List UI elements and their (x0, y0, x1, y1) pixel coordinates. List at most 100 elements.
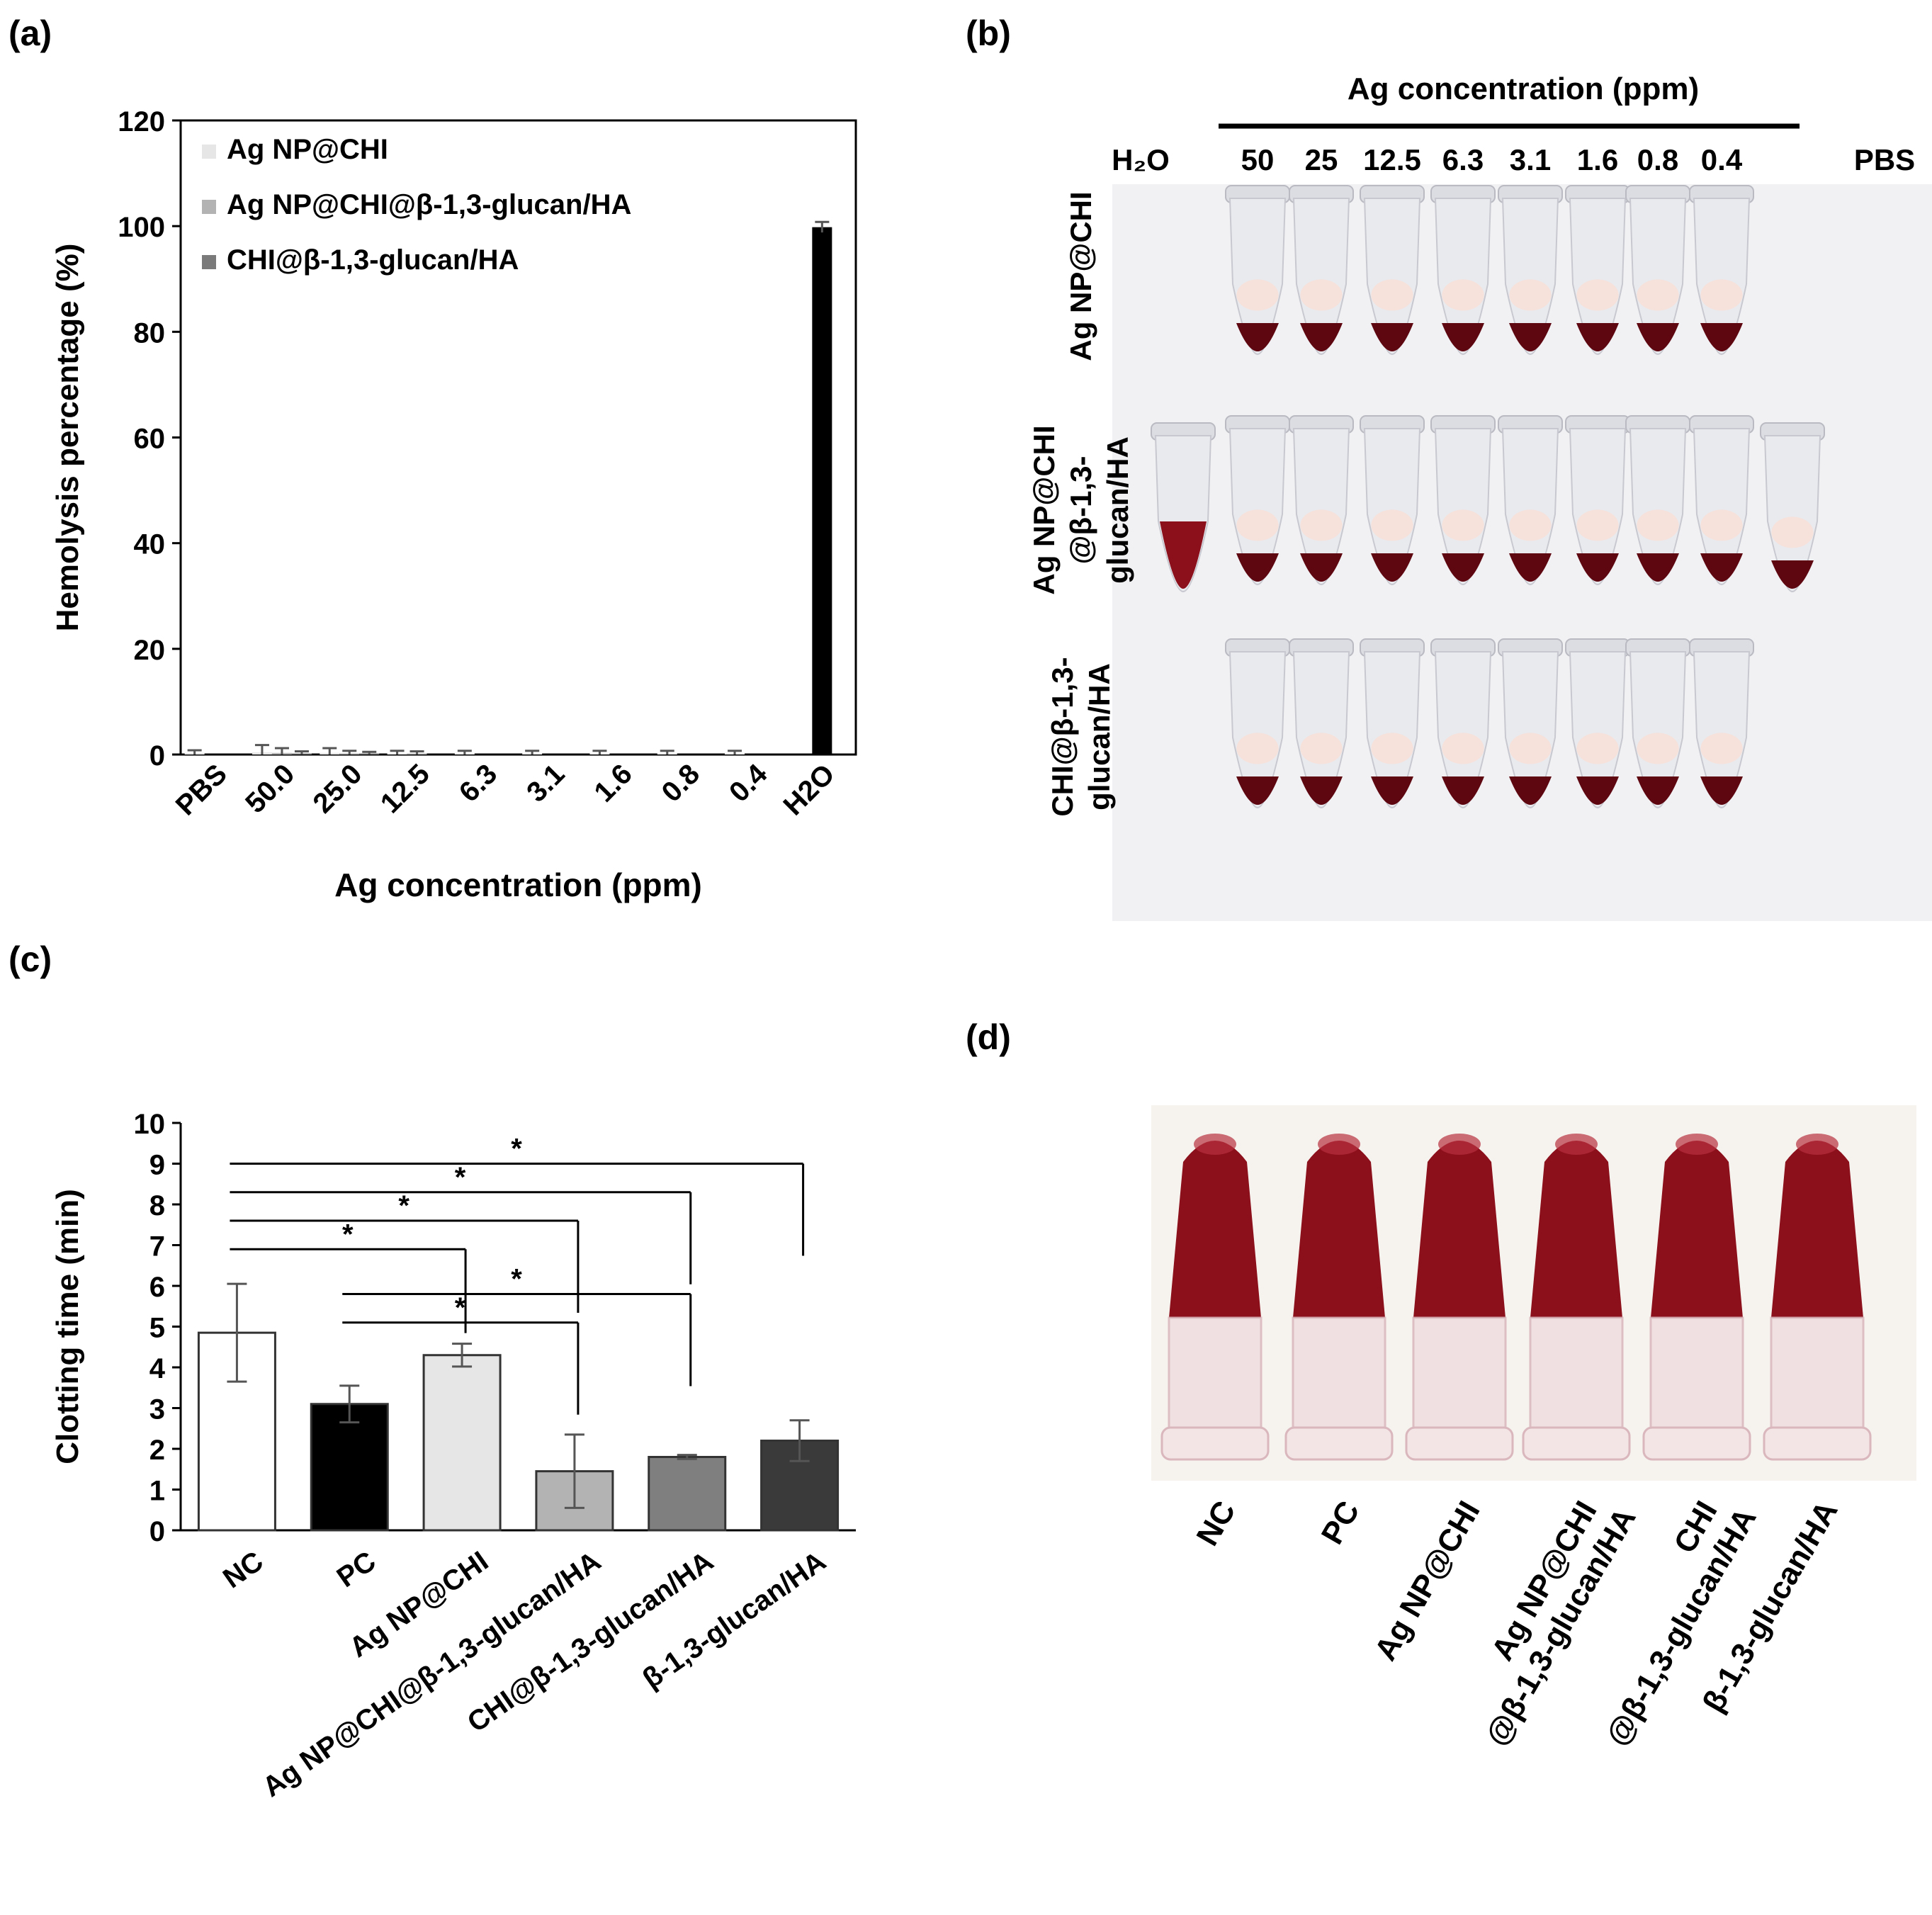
photo-header: Ag concentration (ppm) (1348, 72, 1699, 106)
tube-cap (1642, 1426, 1751, 1461)
tube-label: PC (1315, 1496, 1367, 1550)
rbc-pellet (1236, 553, 1279, 582)
rbc-pellet (1576, 776, 1619, 805)
blood-clot (1413, 1141, 1506, 1318)
row-label: CHI@β-1,3- (1046, 657, 1079, 816)
supernatant-glow (1300, 509, 1343, 541)
panel-label-c: (c) (9, 939, 52, 979)
supernatant-glow (1700, 733, 1743, 764)
y-tick-label: 3 (149, 1394, 165, 1425)
supernatant-glow (1509, 733, 1552, 764)
tube (1360, 185, 1425, 356)
y-tick-label: 2 (149, 1435, 165, 1466)
rbc-pellet (1637, 323, 1679, 351)
tube-body (1501, 428, 1559, 586)
supernatant-glow (1700, 279, 1743, 311)
rbc-pellet (1442, 776, 1484, 805)
rbc-pellet (1371, 776, 1413, 805)
rbc-pellet (1442, 323, 1484, 351)
x-tick-label: β-1,3-glucan/HA (637, 1545, 832, 1695)
tube (1430, 415, 1496, 586)
inverted-tube (1160, 1134, 1270, 1461)
y-tick-label: 4 (149, 1353, 166, 1384)
y-tick-label: 100 (118, 212, 165, 243)
tube (1760, 422, 1825, 593)
x-tick-label: 50.0 (239, 758, 300, 819)
x-tick-label: 25.0 (307, 758, 368, 819)
highlight (1438, 1134, 1481, 1155)
significance-star: * (455, 1292, 466, 1323)
supernatant-glow (1371, 509, 1413, 541)
tube-label: NC (1190, 1496, 1242, 1552)
tube (1689, 185, 1754, 356)
rbc-pellet (1509, 776, 1552, 805)
bar (422, 1354, 502, 1532)
supernatant-glow (1371, 279, 1413, 311)
inverted-tube (1763, 1134, 1872, 1461)
inverted-tube (1642, 1134, 1751, 1461)
tube-body (1569, 651, 1627, 809)
panel-label-a: (a) (9, 13, 52, 53)
supernatant-glow (1300, 279, 1343, 311)
rbc-pellet (1576, 323, 1619, 351)
tube (1498, 185, 1563, 356)
tube-body (1363, 428, 1421, 586)
tube (1498, 638, 1563, 809)
rbc-pellet (1236, 323, 1279, 351)
concentration-label: 0.4 (1701, 143, 1743, 176)
rbc-pellet (1509, 323, 1552, 351)
hemolysis-tubes-photo: Ag concentration (ppm) H₂O PBS 50 25 12.5 6.3 3… (1027, 72, 1932, 921)
y-tick-label: 0 (149, 1516, 165, 1547)
x-tick-label: 3.1 (521, 758, 570, 808)
tube-body (1763, 435, 1821, 593)
bar (648, 1456, 727, 1532)
concentration-label: 1.6 (1577, 143, 1618, 176)
significance-star: * (511, 1134, 522, 1165)
tube (1151, 422, 1216, 593)
y-tick-label: 1 (149, 1476, 165, 1507)
row-label: glucan/HA (1083, 663, 1116, 810)
y-axis-label: Hemolysis percentage (%) (50, 244, 85, 632)
supernatant-glow (1576, 509, 1619, 541)
row-label: @β-1,3- (1064, 456, 1097, 565)
tube-body (1529, 1316, 1624, 1433)
blood-clot (1771, 1141, 1863, 1318)
tube (1625, 185, 1690, 356)
supernatant-glow (1442, 279, 1484, 311)
supernatant-glow (1509, 509, 1552, 541)
supernatant-glow (1509, 279, 1552, 311)
tube-body (1228, 198, 1287, 356)
tube-body (1292, 198, 1350, 356)
tube (1565, 185, 1630, 356)
row-label: glucan/HA (1101, 436, 1134, 584)
significance-star: * (511, 1264, 522, 1295)
supernatant-glow (1637, 733, 1679, 764)
rbc-pellet (1637, 553, 1679, 582)
tube (1289, 415, 1354, 586)
supernatant-glow (1236, 279, 1279, 311)
tube (1565, 415, 1630, 586)
tube (1360, 638, 1425, 809)
pbs-label: PBS (1854, 143, 1915, 176)
highlight (1796, 1134, 1838, 1155)
supernatant-glow (1700, 509, 1743, 541)
rbc-pellet (1509, 553, 1552, 582)
y-tick-label: 120 (118, 106, 165, 137)
supernatant-glow (1637, 279, 1679, 311)
blood-clot (1293, 1141, 1385, 1318)
x-tick-label: 1.6 (588, 758, 638, 808)
supernatant-glow (1771, 516, 1814, 548)
hemolysis-chart: 0 20 40 60 80 100 120 Hemolysis percentage (%) P… (50, 106, 857, 903)
y-tick-label: 60 (134, 424, 166, 455)
supernatant-glow (1371, 733, 1413, 764)
tube (1565, 638, 1630, 809)
concentration-label: 6.3 (1442, 143, 1484, 176)
rbc-pellet (1300, 553, 1343, 582)
rbc-pellet (1371, 553, 1413, 582)
tube-body (1770, 1316, 1865, 1433)
inverted-tube (1284, 1134, 1394, 1461)
tube-body (1693, 428, 1751, 586)
row-label: Ag NP@CHI (1064, 191, 1097, 361)
y-tick-label: 7 (149, 1231, 165, 1262)
